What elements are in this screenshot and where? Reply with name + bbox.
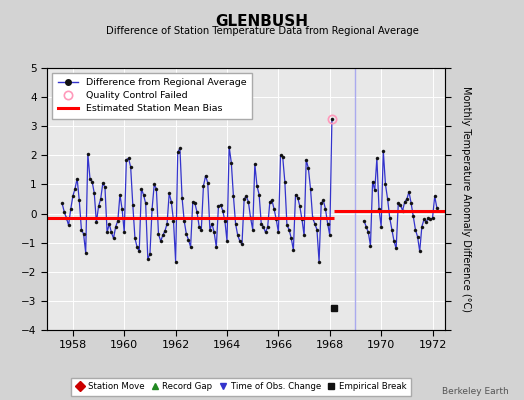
Legend: Station Move, Record Gap, Time of Obs. Change, Empirical Break: Station Move, Record Gap, Time of Obs. C… — [71, 378, 411, 396]
Legend: Difference from Regional Average, Quality Control Failed, Estimated Station Mean: Difference from Regional Average, Qualit… — [52, 73, 252, 119]
Text: GLENBUSH: GLENBUSH — [215, 14, 309, 29]
Text: Difference of Station Temperature Data from Regional Average: Difference of Station Temperature Data f… — [105, 26, 419, 36]
Y-axis label: Monthly Temperature Anomaly Difference (°C): Monthly Temperature Anomaly Difference (… — [461, 86, 472, 312]
Text: Berkeley Earth: Berkeley Earth — [442, 387, 508, 396]
